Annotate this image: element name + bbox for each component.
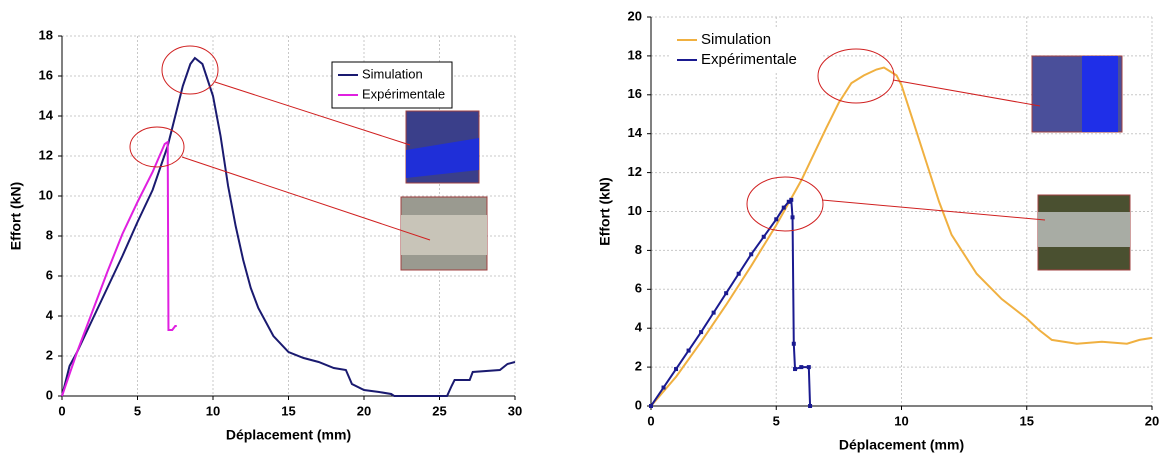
marker bbox=[793, 367, 798, 372]
legend-label: Expérimentale bbox=[362, 86, 445, 101]
highlight-ellipse bbox=[161, 45, 219, 95]
y-tick-label: 8 bbox=[46, 227, 53, 242]
x-axis-label: Déplacement (mm) bbox=[839, 437, 964, 453]
x-tick-label: 20 bbox=[357, 403, 371, 418]
x-tick-label: 0 bbox=[647, 413, 654, 428]
series-line bbox=[650, 66, 1153, 407]
annotations bbox=[129, 45, 1131, 271]
series-line bbox=[61, 56, 516, 397]
y-tick-label: 12 bbox=[628, 164, 642, 179]
highlight-ellipse bbox=[817, 48, 895, 104]
marker bbox=[724, 291, 729, 296]
marker bbox=[781, 205, 786, 210]
marker bbox=[699, 330, 704, 335]
marker bbox=[806, 365, 811, 370]
marker bbox=[736, 271, 741, 276]
marker bbox=[774, 217, 779, 222]
inset-detail bbox=[1082, 56, 1118, 132]
x-tick-label: 15 bbox=[1020, 413, 1034, 428]
legend-label: Simulation bbox=[362, 66, 423, 81]
y-tick-label: 16 bbox=[628, 86, 642, 101]
y-tick-label: 18 bbox=[628, 47, 642, 62]
marker bbox=[808, 404, 813, 408]
y-tick-label: 10 bbox=[628, 203, 642, 218]
callout-line bbox=[181, 156, 431, 241]
y-tick-label: 6 bbox=[635, 281, 642, 296]
y-tick-label: 8 bbox=[635, 242, 642, 257]
marker bbox=[711, 310, 716, 315]
x-axis-label: Déplacement (mm) bbox=[226, 427, 351, 443]
marker bbox=[786, 199, 791, 204]
series-line bbox=[61, 140, 177, 397]
x-tick-label: 15 bbox=[281, 403, 295, 418]
x-tick-label: 0 bbox=[58, 403, 65, 418]
x-tick-label: 25 bbox=[432, 403, 446, 418]
y-tick-label: 14 bbox=[628, 125, 643, 140]
legend-label: Expérimentale bbox=[701, 51, 797, 68]
y-tick-label: 10 bbox=[39, 187, 53, 202]
marker bbox=[790, 215, 795, 220]
series-line bbox=[650, 197, 812, 407]
inset-detail bbox=[1038, 212, 1130, 247]
y-tick-label: 2 bbox=[46, 347, 53, 362]
marker bbox=[749, 252, 754, 257]
marker bbox=[789, 197, 794, 202]
y-tick-label: 12 bbox=[39, 147, 53, 162]
marker bbox=[674, 367, 679, 372]
marker bbox=[761, 234, 766, 239]
highlight-ellipse bbox=[129, 126, 185, 168]
legend-box bbox=[331, 61, 453, 109]
marker bbox=[799, 365, 804, 370]
x-tick-label: 30 bbox=[508, 403, 522, 418]
highlight-ellipse bbox=[746, 176, 824, 232]
y-tick-label: 2 bbox=[635, 359, 642, 374]
marker bbox=[686, 348, 691, 353]
marker bbox=[661, 385, 666, 390]
y-tick-label: 20 bbox=[628, 8, 642, 23]
marker bbox=[649, 404, 653, 408]
legend-box bbox=[671, 27, 821, 73]
y-tick-label: 14 bbox=[39, 107, 54, 122]
marker bbox=[791, 341, 796, 346]
y-tick-label: 4 bbox=[635, 320, 643, 335]
y-axis-label: Effort (kN) bbox=[597, 177, 613, 245]
y-tick-label: 16 bbox=[39, 67, 53, 82]
inset-detail bbox=[406, 138, 479, 178]
y-tick-label: 0 bbox=[635, 397, 642, 412]
y-tick-label: 6 bbox=[46, 267, 53, 282]
callout-line bbox=[821, 199, 1046, 221]
y-axis-label: Effort (kN) bbox=[8, 182, 24, 250]
legend-label: Simulation bbox=[701, 31, 771, 48]
x-tick-label: 10 bbox=[206, 403, 220, 418]
y-tick-label: 4 bbox=[46, 307, 54, 322]
y-tick-label: 18 bbox=[39, 27, 53, 42]
callout-line bbox=[892, 79, 1041, 107]
y-tick-label: 0 bbox=[46, 387, 53, 402]
x-tick-label: 20 bbox=[1145, 413, 1159, 428]
x-tick-label: 5 bbox=[773, 413, 780, 428]
callout-line bbox=[214, 81, 411, 146]
x-tick-label: 5 bbox=[134, 403, 141, 418]
x-tick-label: 10 bbox=[894, 413, 908, 428]
